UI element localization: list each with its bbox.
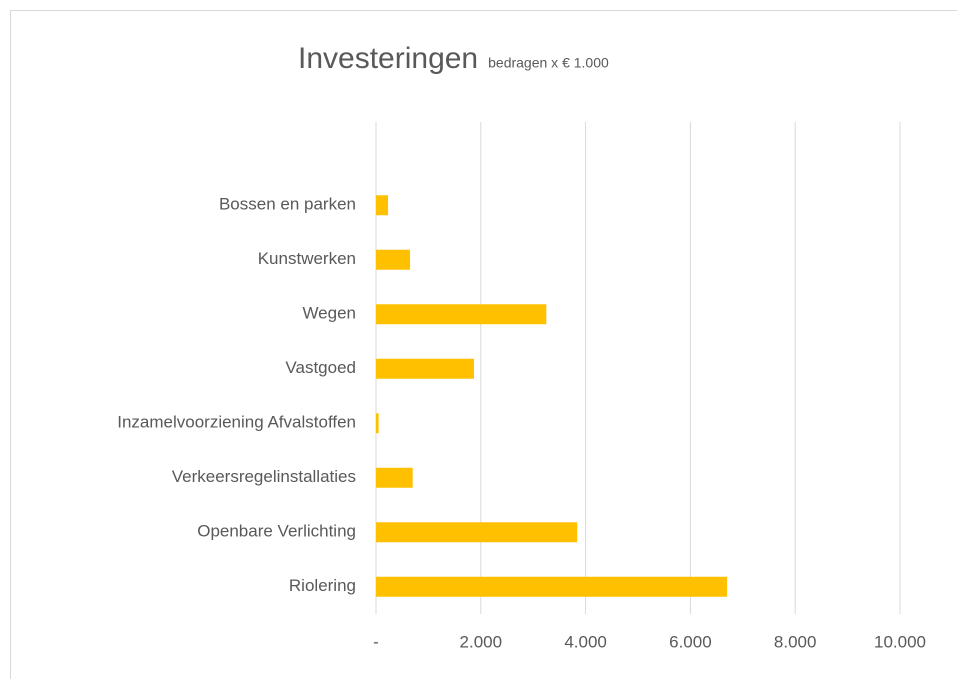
bar bbox=[376, 304, 547, 325]
y-tick-label: Openbare Verlichting bbox=[197, 522, 356, 541]
y-tick-label: Vastgoed bbox=[285, 358, 356, 377]
chart-border bbox=[10, 10, 957, 679]
chart-title: Investeringen bbox=[298, 42, 478, 75]
x-tick-label: 8.000 bbox=[774, 632, 817, 651]
chart-subtitle: bedragen x € 1.000 bbox=[488, 55, 609, 71]
x-tick-label: 10.000 bbox=[874, 632, 926, 651]
bar bbox=[376, 467, 413, 488]
bar bbox=[376, 249, 411, 270]
bar bbox=[376, 522, 578, 543]
bar bbox=[376, 413, 379, 434]
x-tick-label: 4.000 bbox=[564, 632, 607, 651]
bar bbox=[376, 576, 728, 597]
y-tick-label: Verkeersregelinstallaties bbox=[172, 467, 356, 486]
y-tick-label: Bossen en parken bbox=[219, 195, 356, 214]
y-tick-label: Inzamelvoorziening Afvalstoffen bbox=[117, 413, 356, 432]
x-tick-label: 6.000 bbox=[669, 632, 712, 651]
y-tick-label: Kunstwerken bbox=[258, 249, 356, 268]
y-tick-label: Wegen bbox=[302, 304, 356, 323]
x-tick-label: - bbox=[373, 632, 379, 651]
bar bbox=[376, 195, 389, 216]
y-tick-label: Riolering bbox=[289, 576, 356, 595]
x-tick-label: 2.000 bbox=[460, 632, 503, 651]
bar bbox=[376, 358, 474, 379]
